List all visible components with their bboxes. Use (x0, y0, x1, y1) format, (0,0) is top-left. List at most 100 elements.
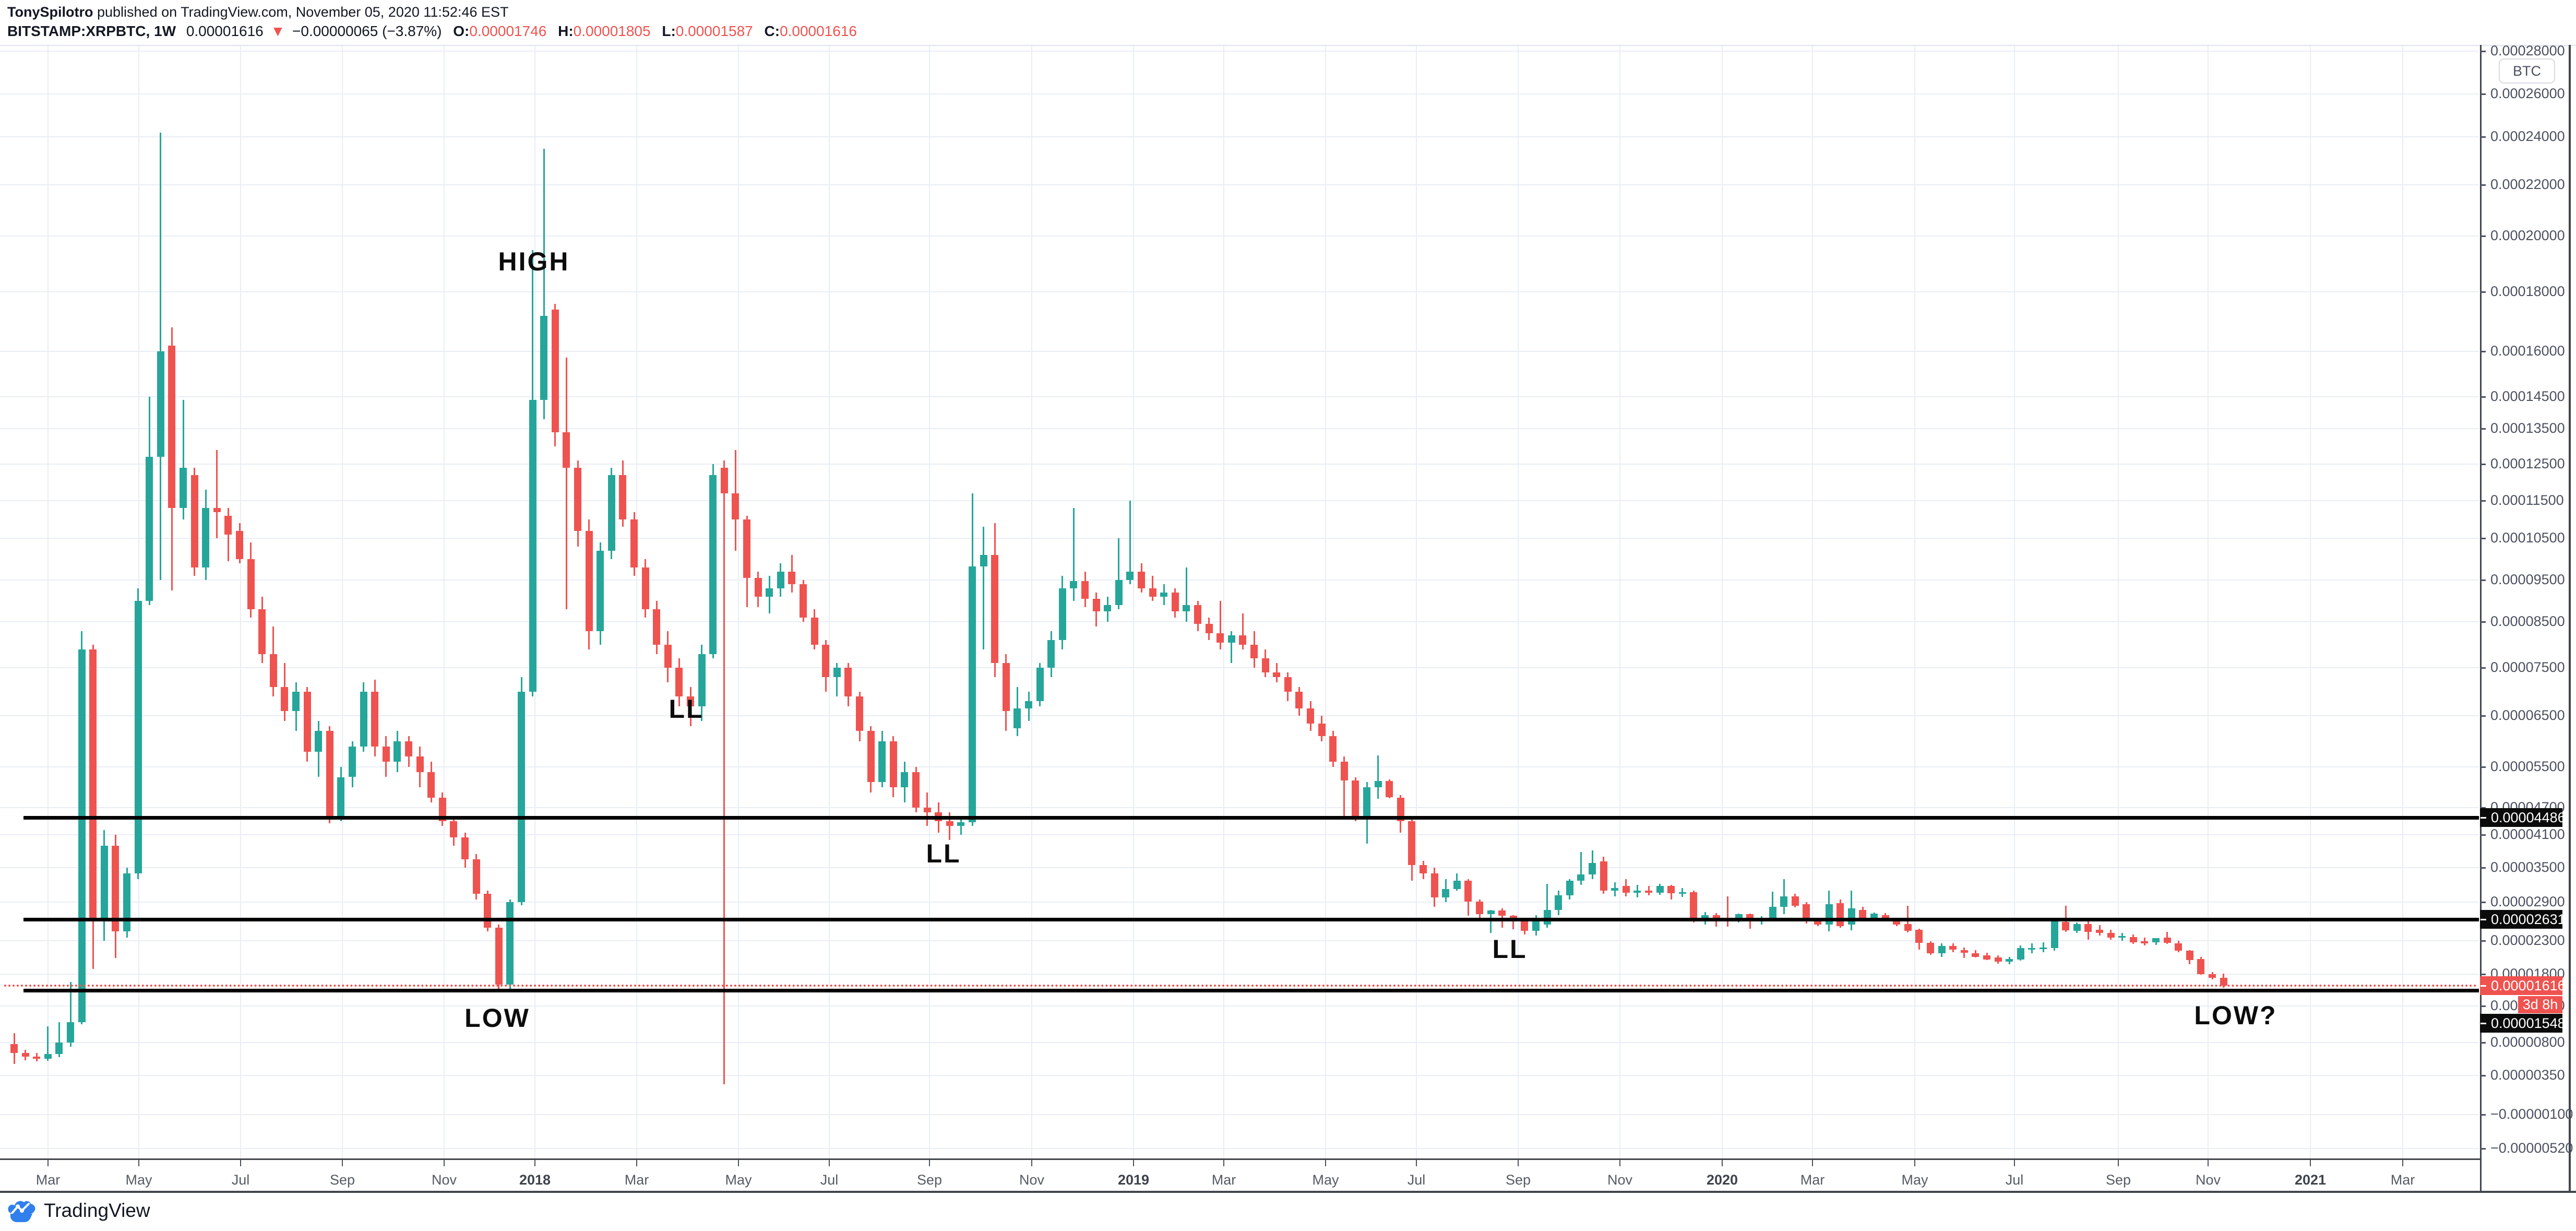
price-tick-dash (2480, 1042, 2486, 1044)
candle-body (1667, 886, 1675, 894)
candle-body (1960, 950, 1968, 953)
candle-body (946, 821, 953, 826)
price-tick-dash (2480, 235, 2486, 237)
candle-body (2118, 936, 2126, 938)
candle-body (1408, 821, 1416, 865)
candle-body (1735, 914, 1743, 920)
h-gridline (0, 621, 2479, 622)
candle-body (1600, 861, 1607, 891)
candle-body (416, 756, 424, 772)
annotation-text[interactable]: HIGH (498, 247, 570, 276)
candle-wick (1219, 601, 1221, 649)
price-tick-label: 0.00004100 (2490, 826, 2565, 842)
price-tick-label: 0.00009500 (2490, 572, 2565, 587)
time-tick-label: 2018 (519, 1172, 551, 1188)
candle-body (1307, 708, 1314, 724)
candle-body (1814, 919, 1821, 925)
h-gridline (0, 579, 2479, 581)
candle-body (743, 519, 750, 578)
annotation-text[interactable]: LOW (464, 1003, 530, 1033)
candle-wick (1648, 886, 1650, 895)
annotation-text[interactable]: LL (926, 839, 961, 868)
candle-body (1126, 572, 1134, 580)
candle-body (687, 696, 694, 706)
candle-body (800, 584, 807, 618)
candle-body (1453, 881, 1461, 889)
candle-body (766, 588, 773, 597)
candle-body (1295, 692, 1303, 709)
candle-body (495, 928, 503, 985)
candle-body (247, 559, 255, 609)
v-gridline (2310, 46, 2311, 1158)
candle-wick (1546, 883, 1548, 928)
h-gridline (0, 538, 2479, 539)
time-tick-label: Nov (431, 1172, 457, 1188)
h-gridline (0, 715, 2479, 716)
time-tick-label: May (725, 1172, 752, 1188)
candle-body (2197, 958, 2205, 974)
support-resistance-line[interactable] (23, 918, 2479, 922)
low-label: L: (662, 23, 676, 39)
candle-body (2084, 924, 2092, 932)
candle-body (55, 1043, 63, 1055)
candle-body (1836, 903, 1844, 926)
candle-wick (227, 508, 229, 561)
high-label: H: (558, 23, 574, 39)
candle-body (844, 668, 852, 697)
support-resistance-line[interactable] (23, 815, 2479, 820)
candle-body (901, 772, 909, 787)
candle-body (10, 1044, 18, 1053)
price-axis-border (2480, 45, 2482, 1192)
price-tick-label: 0.00000800 (2490, 1034, 2565, 1050)
h-gridline (0, 867, 2479, 868)
candle-body (551, 310, 559, 432)
price-tick-dash (2480, 867, 2486, 869)
candle-body (224, 515, 232, 535)
candle-body (1566, 881, 1573, 895)
candle-body (1442, 889, 1450, 898)
price-tick-dash (2480, 1114, 2486, 1116)
price-axis-unit-badge: BTC (2499, 58, 2555, 84)
candle-body (1881, 915, 1889, 919)
candle-body (180, 468, 187, 508)
time-tick-label: Mar (624, 1172, 649, 1188)
time-tick-dash (342, 1160, 343, 1166)
candle-wick (1242, 613, 1244, 649)
candle-body (732, 493, 740, 519)
v-gridline (342, 46, 343, 1158)
price-tick-dash (2480, 291, 2486, 293)
price-tick-dash (2480, 396, 2486, 398)
candle-body (427, 772, 435, 798)
candle-body (484, 893, 492, 928)
candle-body (563, 432, 570, 468)
candle-body (912, 772, 920, 808)
candle-body (134, 601, 142, 873)
price-tick-dash (2480, 464, 2486, 465)
time-tick-label: May (1901, 1172, 1928, 1188)
candle-body (1847, 908, 1855, 925)
candle-body (1227, 635, 1235, 643)
price-tick-dash (2480, 51, 2486, 52)
tradingview-logo[interactable]: TradingView (6, 1199, 150, 1223)
v-gridline (738, 46, 739, 1158)
candle-body (1081, 581, 1089, 599)
candle-body (461, 837, 469, 860)
candle-wick (47, 1026, 49, 1061)
price-tick-label: 0.00018000 (2490, 283, 2565, 299)
support-resistance-line[interactable] (23, 988, 2479, 992)
candle-body (607, 475, 615, 551)
candle-body (157, 351, 164, 457)
candle-body (1791, 896, 1799, 906)
candle-body (1611, 887, 1619, 891)
candle-body (2096, 930, 2103, 933)
annotation-text[interactable]: LL (1492, 934, 1528, 964)
price-tick-dash (2480, 579, 2486, 581)
candle-body (1194, 605, 1201, 624)
candle-body (630, 519, 638, 567)
candle-body (2073, 924, 2081, 931)
annotation-text[interactable]: LOW? (2194, 1001, 2277, 1030)
candle-body (1543, 909, 1551, 925)
time-tick-label: Jul (231, 1172, 250, 1188)
annotation-text[interactable]: LL (669, 694, 704, 724)
candle-wick (182, 400, 184, 519)
